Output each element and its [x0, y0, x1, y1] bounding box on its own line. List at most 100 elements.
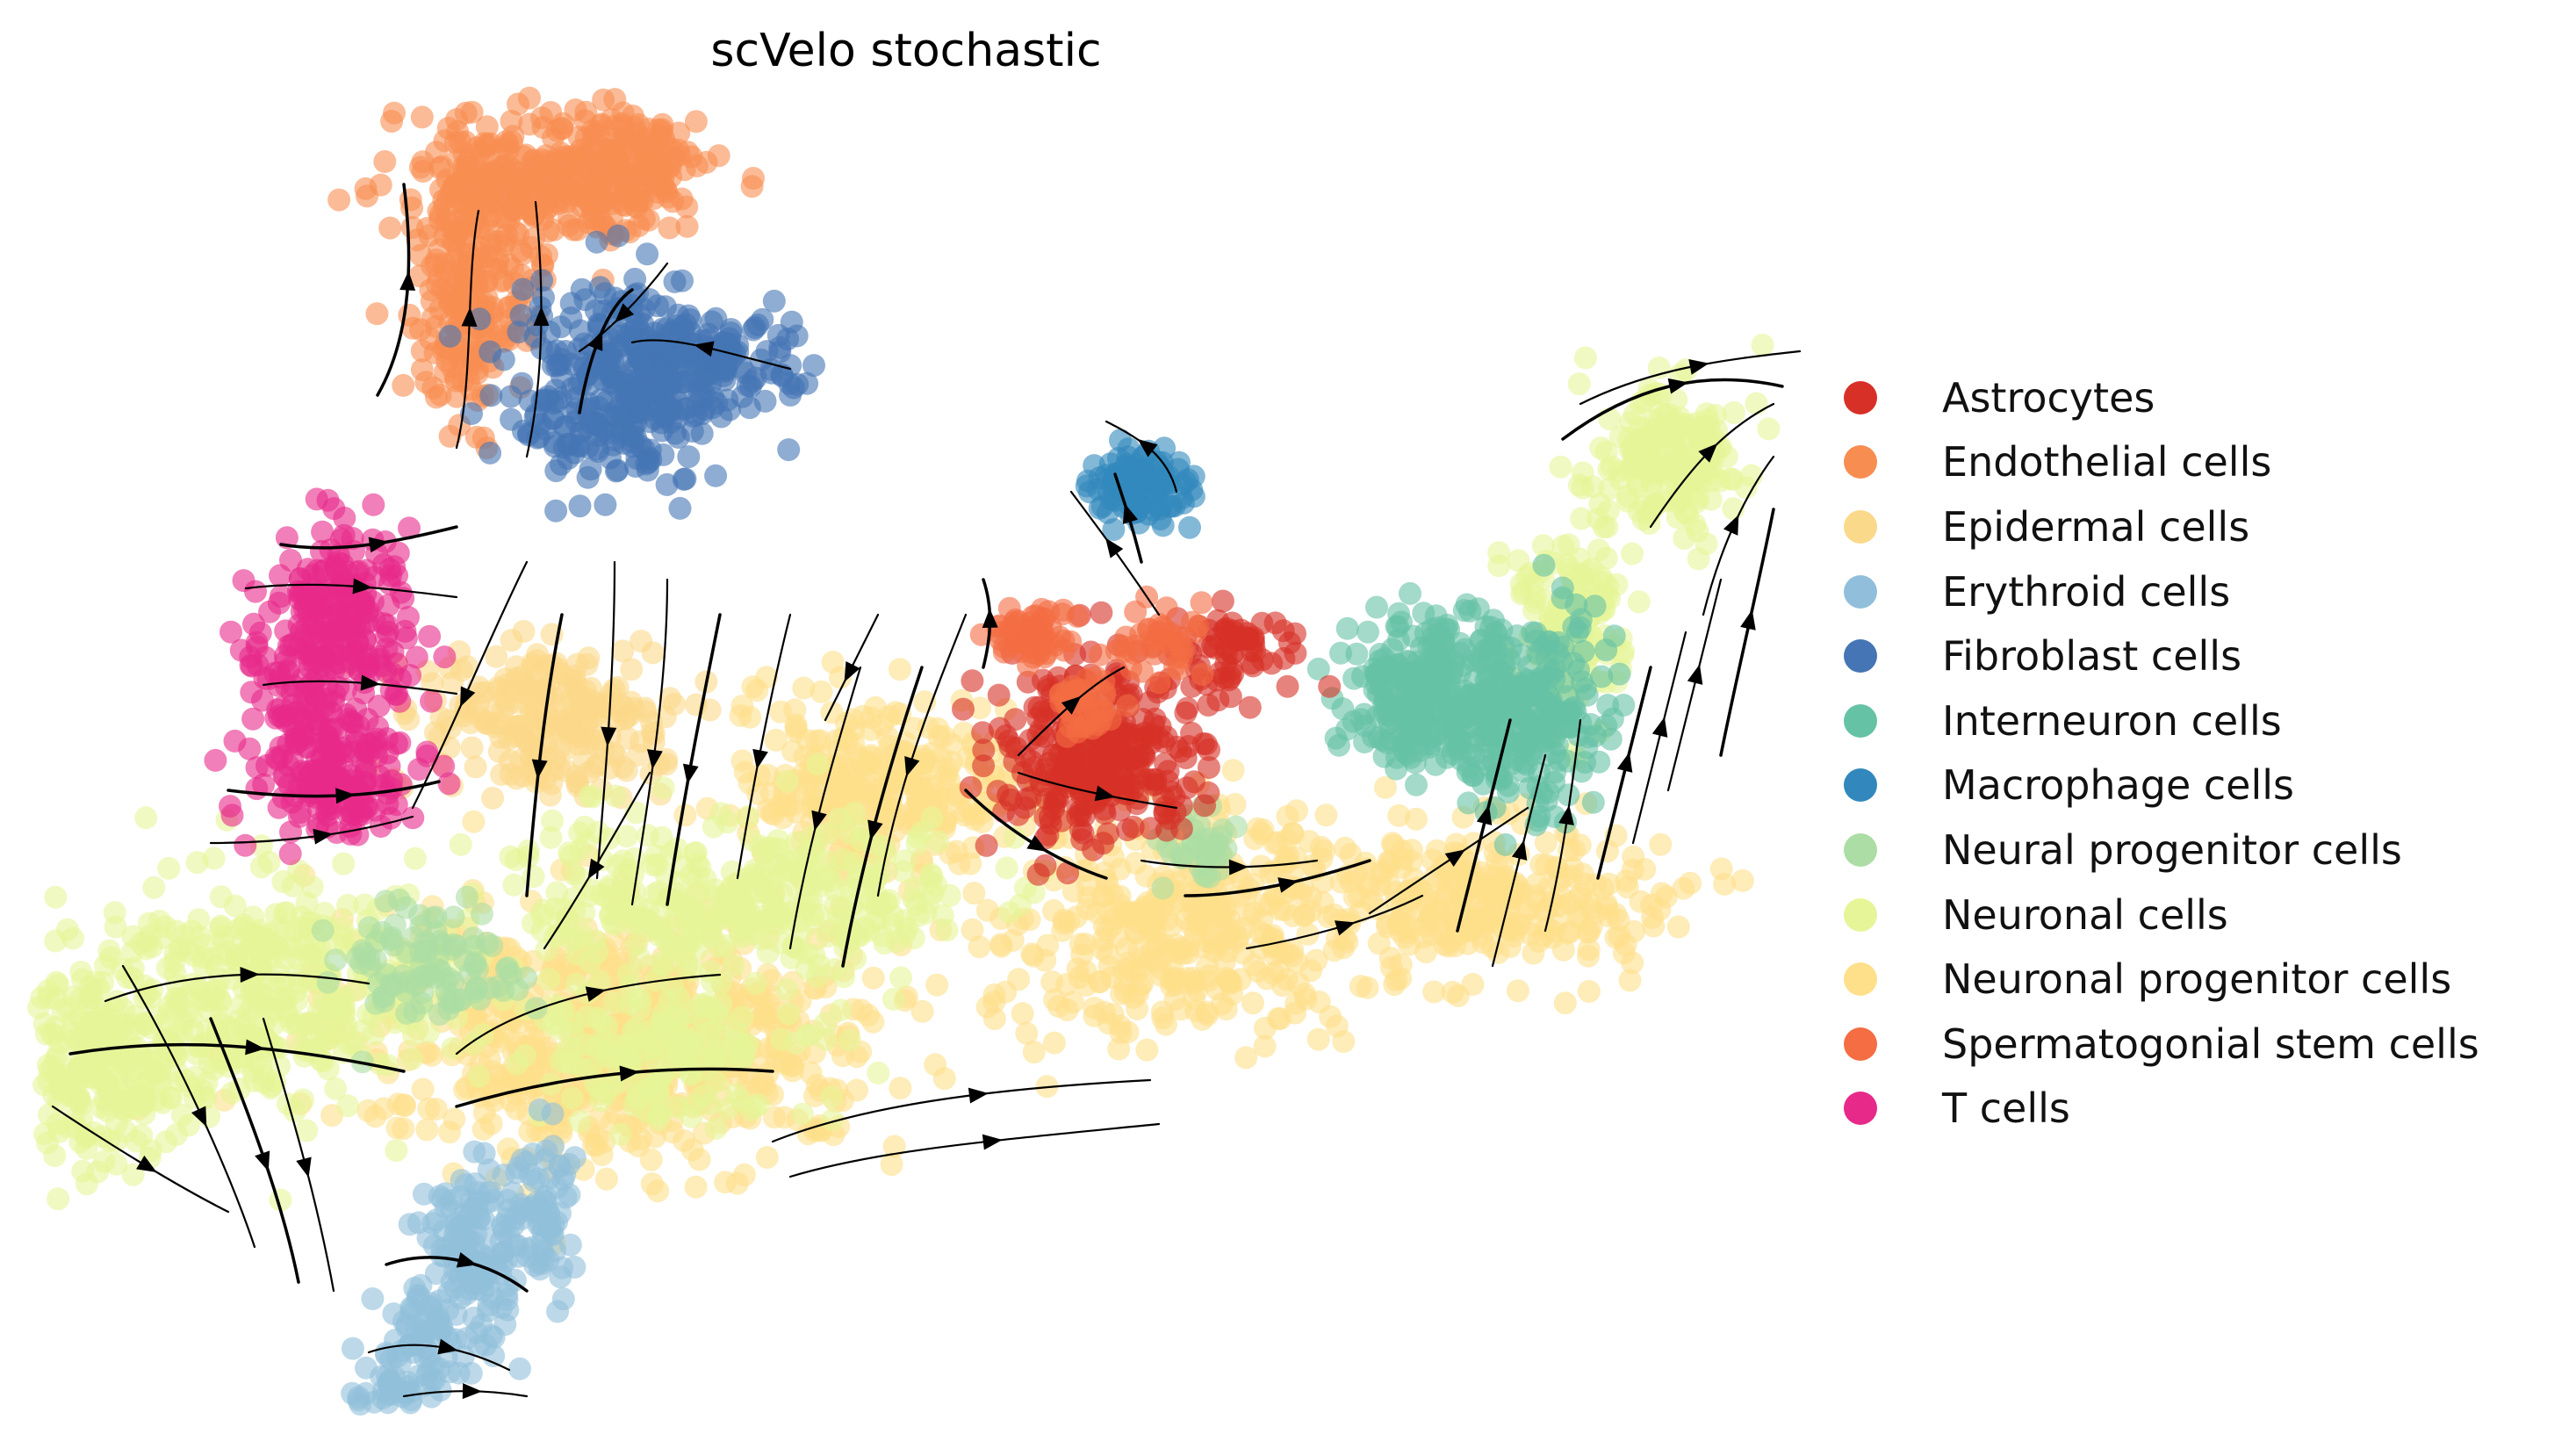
- cell-point: [1549, 455, 1572, 479]
- cell-point: [759, 801, 783, 825]
- cell-point: [535, 730, 558, 753]
- cell-point: [149, 1072, 173, 1096]
- cell-point: [809, 680, 833, 703]
- cell-point: [415, 1118, 439, 1142]
- cell-point: [987, 683, 1011, 707]
- cell-point: [1276, 850, 1299, 874]
- cell-point: [1180, 610, 1204, 634]
- cell-point: [378, 216, 402, 240]
- cell-point: [373, 150, 397, 173]
- cell-point: [1197, 756, 1220, 779]
- cell-point: [769, 700, 792, 724]
- cell-point: [633, 907, 657, 931]
- cell-point: [561, 928, 584, 952]
- cell-point: [311, 919, 335, 942]
- cell-point: [494, 130, 518, 154]
- cell-point: [968, 696, 992, 720]
- cell-point: [1370, 674, 1392, 697]
- cell-point: [1031, 633, 1054, 657]
- cell-point: [1043, 988, 1067, 1012]
- cell-point: [1441, 980, 1464, 1004]
- cell-point: [139, 924, 162, 948]
- cell-point: [608, 1122, 632, 1146]
- cell-point: [763, 1106, 786, 1129]
- cell-point: [861, 966, 885, 990]
- cell-point: [995, 856, 1018, 880]
- cell-point: [1234, 883, 1257, 907]
- cell-point: [1176, 696, 1199, 720]
- cell-point: [1532, 553, 1556, 577]
- cell-point: [1324, 726, 1348, 750]
- cell-point: [997, 596, 1021, 620]
- cell-point: [734, 923, 758, 947]
- cell-point: [462, 926, 486, 950]
- cell-point: [1390, 610, 1413, 634]
- cell-point: [205, 978, 228, 1002]
- cell-point: [651, 776, 675, 799]
- cell-point: [1700, 469, 1723, 493]
- cell-point: [1507, 549, 1530, 573]
- cell-point: [1163, 966, 1187, 990]
- cell-point: [806, 753, 830, 776]
- cell-point: [982, 983, 1006, 1006]
- cell-point: [1061, 879, 1085, 903]
- cell-point: [104, 915, 127, 939]
- cell-point: [699, 918, 723, 941]
- cell-point: [535, 681, 558, 704]
- cell-point: [636, 824, 659, 847]
- cell-point: [1731, 868, 1754, 892]
- cell-point: [1313, 839, 1336, 862]
- cell-point: [61, 985, 85, 1009]
- cell-point: [1457, 705, 1480, 729]
- cell-point: [420, 1043, 443, 1067]
- cell-point: [332, 998, 356, 1022]
- cell-point: [999, 788, 1023, 811]
- cell-point: [961, 669, 984, 693]
- cell-point: [67, 1086, 90, 1110]
- cell-point: [96, 1079, 119, 1103]
- cell-point: [1196, 1003, 1220, 1027]
- cell-point: [1151, 876, 1175, 900]
- cell-point: [1015, 1021, 1039, 1045]
- cell-point: [1314, 803, 1338, 827]
- cell-point: [513, 1043, 536, 1067]
- cell-point: [603, 784, 627, 808]
- cell-point: [1190, 591, 1213, 615]
- cell-point: [1534, 831, 1558, 854]
- cell-point: [1572, 639, 1595, 663]
- cell-point: [1284, 1001, 1306, 1025]
- cell-point: [1599, 727, 1623, 751]
- cell-point: [997, 901, 1021, 925]
- cell-point: [595, 1015, 619, 1039]
- cell-point: [1597, 904, 1620, 927]
- cell-point: [1246, 960, 1270, 984]
- cell-point: [1486, 940, 1510, 964]
- cell-point: [1523, 591, 1547, 615]
- cell-point: [40, 1022, 64, 1046]
- cell-point: [1581, 790, 1605, 814]
- cell-point: [1671, 412, 1695, 436]
- cell-point: [775, 977, 799, 1001]
- cell-point: [1376, 912, 1400, 935]
- cell-point: [1618, 969, 1642, 992]
- cell-point: [781, 860, 804, 883]
- cell-point: [1219, 666, 1242, 689]
- cell-point: [97, 939, 121, 962]
- cell-point: [1211, 589, 1234, 613]
- cell-point: [545, 119, 569, 142]
- cell-point: [1119, 748, 1143, 772]
- cell-point: [616, 726, 640, 750]
- cell-point: [802, 943, 826, 967]
- cell-point: [1365, 595, 1388, 619]
- cell-point: [968, 935, 991, 959]
- cell-point: [625, 986, 649, 1010]
- cell-point: [1371, 729, 1395, 753]
- cell-point: [749, 834, 773, 858]
- cell-point: [630, 1128, 652, 1151]
- cell-point: [1004, 736, 1028, 760]
- cell-point: [1579, 914, 1603, 938]
- cell-point: [1436, 724, 1459, 747]
- cell-point: [47, 1187, 70, 1211]
- cell-point: [1551, 938, 1575, 962]
